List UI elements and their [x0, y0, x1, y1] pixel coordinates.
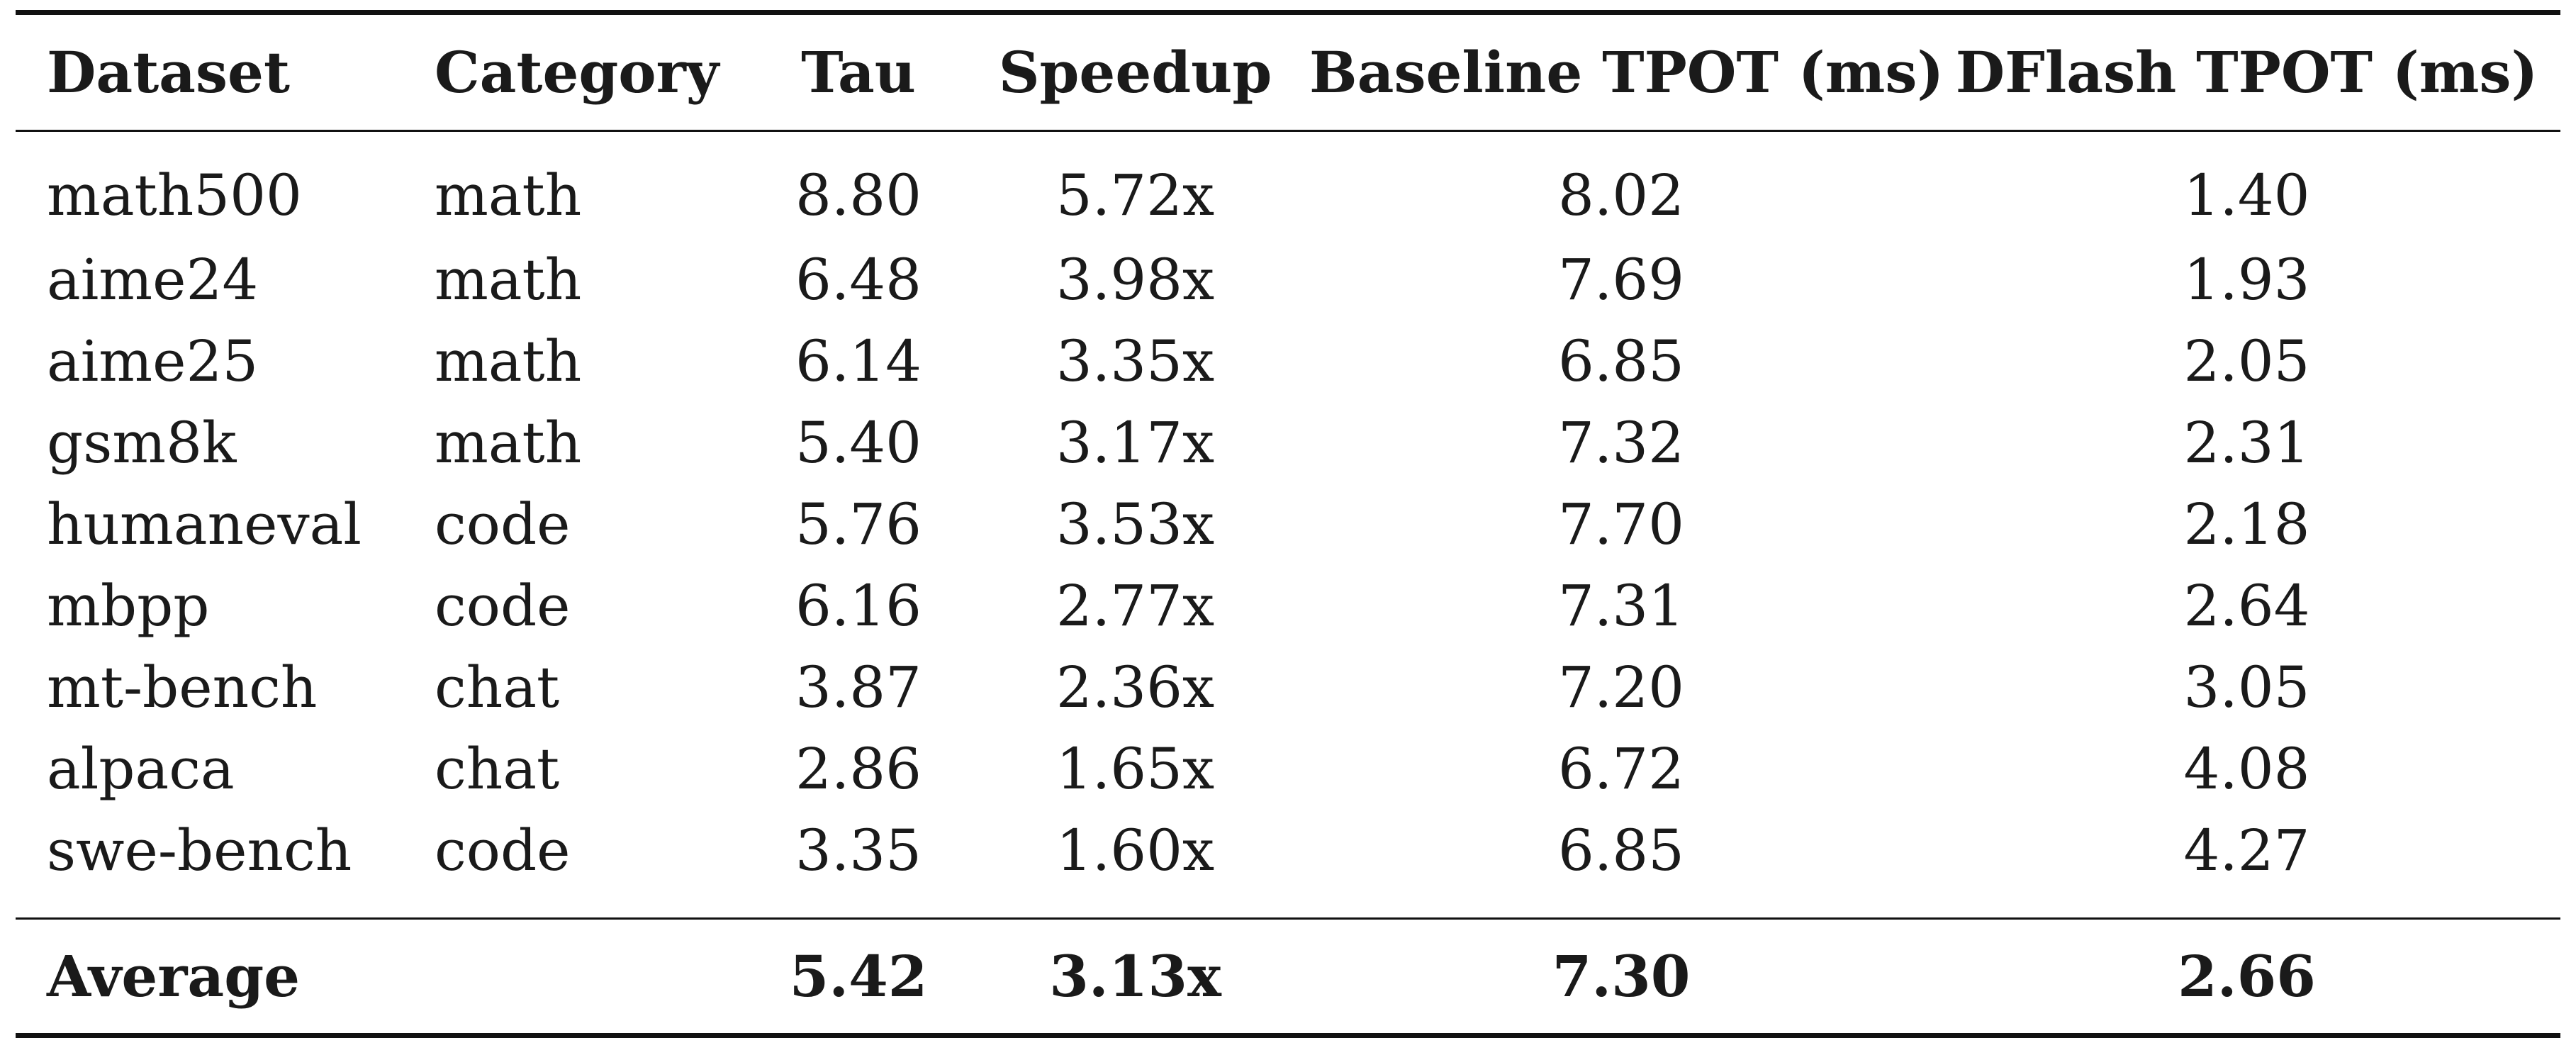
tau-cell: 2.86 [795, 735, 922, 802]
tau-cell: 5.76 [795, 491, 922, 557]
category-cell: math [435, 246, 582, 313]
column-header-baseline-tpot: Baseline TPOT (ms) [1309, 39, 1944, 106]
dataset-cell: mt-bench [47, 654, 318, 720]
baseline-tpot-cell: 7.69 [1557, 246, 1685, 313]
dataset-cell: gsm8k [47, 409, 237, 476]
table-body: math500 math 8.80 5.72x 8.02 1.40 aime24 math 6.… [16, 131, 2560, 919]
speedup-cell: 3.17x [1055, 409, 1215, 476]
baseline-tpot-cell: 6.85 [1557, 328, 1685, 394]
dataset-cell: math500 [47, 162, 302, 228]
category-cell: chat [435, 654, 560, 720]
category-cell: code [435, 572, 571, 639]
column-header-category: Category [435, 39, 719, 106]
table-row: swe-bench code 3.35 1.60x 6.85 4.27 [16, 810, 2560, 919]
average-speedup-cell: 3.13x [1049, 943, 1221, 1010]
dataset-cell: alpaca [47, 735, 235, 802]
category-cell: code [435, 817, 571, 883]
category-cell: chat [435, 735, 560, 802]
table-row: aime24 math 6.48 3.98x 7.69 1.93 [16, 239, 2560, 320]
baseline-tpot-cell: 7.32 [1557, 409, 1685, 476]
average-label-cell: Average [47, 943, 301, 1010]
average-baseline-tpot-cell: 7.30 [1552, 943, 1691, 1010]
dflash-tpot-cell: 2.31 [2183, 409, 2310, 476]
speedup-cell: 1.60x [1055, 817, 1215, 883]
dflash-tpot-cell: 4.27 [2183, 817, 2310, 883]
category-cell: math [435, 409, 582, 476]
dataset-cell: swe-bench [47, 817, 352, 883]
dataset-cell: aime25 [47, 328, 259, 394]
tau-cell: 3.35 [795, 817, 922, 883]
results-table: Dataset Category Tau Speedup Baseline TP… [16, 10, 2560, 1038]
dflash-tpot-cell: 4.08 [2183, 735, 2310, 802]
baseline-tpot-cell: 7.31 [1557, 572, 1685, 639]
dflash-tpot-cell: 2.05 [2183, 328, 2310, 394]
dataset-cell: aime24 [47, 246, 259, 313]
dflash-tpot-cell: 1.40 [2183, 162, 2310, 228]
tau-cell: 6.14 [795, 328, 922, 394]
dflash-tpot-cell: 2.64 [2183, 572, 2310, 639]
table-row: math500 math 8.80 5.72x 8.02 1.40 [16, 131, 2560, 240]
dflash-tpot-cell: 3.05 [2183, 654, 2310, 720]
tau-cell: 3.87 [795, 654, 922, 720]
average-dflash-tpot-cell: 2.66 [2178, 943, 2316, 1010]
baseline-tpot-cell: 8.02 [1557, 162, 1685, 228]
category-cell: code [435, 491, 571, 557]
header-row: Dataset Category Tau Speedup Baseline TP… [16, 12, 2560, 131]
average-category-cell [403, 919, 756, 1036]
tau-cell: 6.16 [795, 572, 922, 639]
category-cell: math [435, 162, 582, 228]
speedup-cell: 5.72x [1055, 162, 1215, 228]
column-header-tau: Tau [801, 39, 916, 106]
column-header-speedup: Speedup [998, 39, 1272, 106]
table-row: humaneval code 5.76 3.53x 7.70 2.18 [16, 484, 2560, 565]
speedup-cell: 1.65x [1055, 735, 1215, 802]
table-row: aime25 math 6.14 3.35x 6.85 2.05 [16, 320, 2560, 402]
speedup-cell: 2.77x [1055, 572, 1215, 639]
average-row: Average 5.42 3.13x 7.30 2.66 [16, 918, 2560, 1036]
speedup-cell: 3.53x [1055, 491, 1215, 557]
dataset-cell: humaneval [47, 491, 362, 557]
baseline-tpot-cell: 6.72 [1557, 735, 1685, 802]
column-header-dflash-tpot: DFlash TPOT (ms) [1955, 39, 2538, 106]
baseline-tpot-cell: 7.20 [1557, 654, 1685, 720]
table-row: mt-bench chat 3.87 2.36x 7.20 3.05 [16, 647, 2560, 728]
speedup-cell: 3.98x [1055, 246, 1215, 313]
dflash-tpot-cell: 1.93 [2183, 246, 2310, 313]
tau-cell: 5.40 [795, 409, 922, 476]
average-tau-cell: 5.42 [789, 943, 928, 1010]
results-table-container: Dataset Category Tau Speedup Baseline TP… [16, 10, 2560, 1036]
baseline-tpot-cell: 7.70 [1557, 491, 1685, 557]
dataset-cell: mbpp [47, 572, 210, 639]
table-row: alpaca chat 2.86 1.65x 6.72 4.08 [16, 728, 2560, 810]
category-cell: math [435, 328, 582, 394]
column-header-dataset: Dataset [47, 39, 290, 106]
baseline-tpot-cell: 6.85 [1557, 817, 1685, 883]
table-row: mbpp code 6.16 2.77x 7.31 2.64 [16, 565, 2560, 647]
table-row: gsm8k math 5.40 3.17x 7.32 2.31 [16, 402, 2560, 484]
speedup-cell: 2.36x [1055, 654, 1215, 720]
speedup-cell: 3.35x [1055, 328, 1215, 394]
tau-cell: 8.80 [795, 162, 922, 228]
tau-cell: 6.48 [795, 246, 922, 313]
dflash-tpot-cell: 2.18 [2183, 491, 2310, 557]
